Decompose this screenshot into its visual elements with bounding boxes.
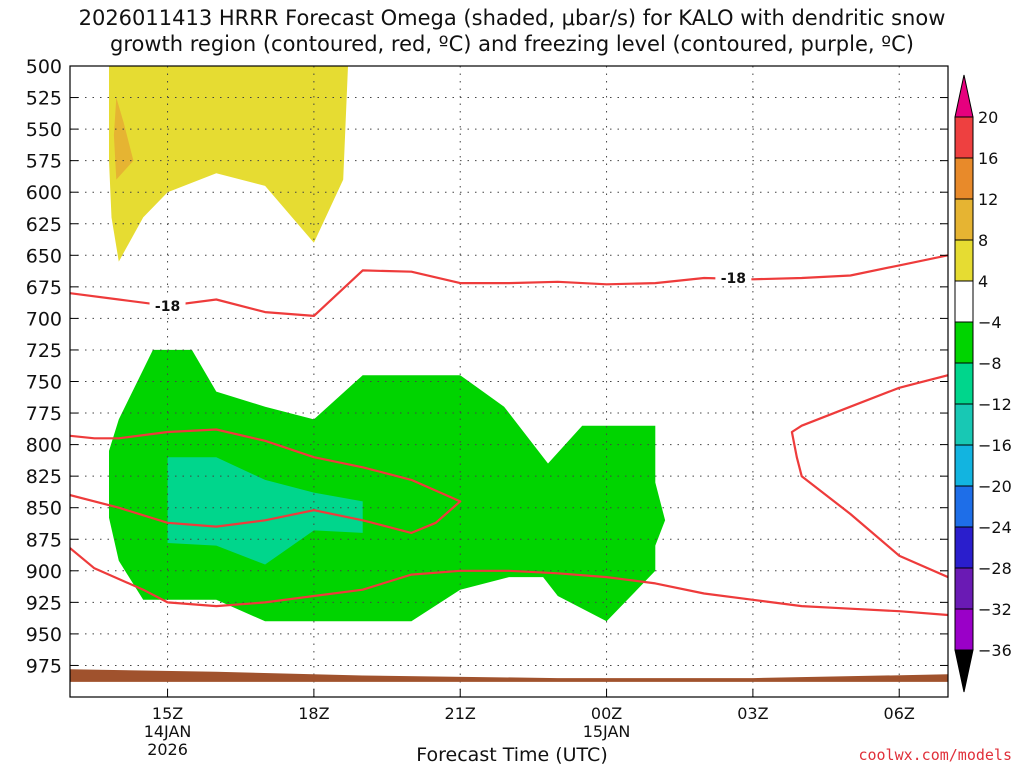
y-tick-label-625: 625 [26,214,62,236]
dgz-contour-1 [70,428,462,535]
y-tick-label-650: 650 [26,245,62,267]
contour-label-0: -18 [155,299,180,315]
omega-region-3 [167,457,363,565]
omega-region-0 [109,66,348,262]
y-tick-label-950: 950 [26,624,62,646]
colorbar-label-3: 8 [978,231,988,250]
y-tick-label-800: 800 [26,435,62,457]
colorbar-label-4: 4 [978,272,988,291]
colorbar-top-triangle [954,74,974,118]
colorbar-label-10: −24 [978,518,1012,537]
colorbar-label-13: −36 [978,641,1012,660]
chart-title-line-1: 2026011413 HRRR Forecast Omega (shaded, … [78,6,946,30]
colorbar-label-11: −28 [978,559,1012,578]
y-tick-label-550: 550 [26,119,62,141]
y-tick-label-500: 500 [26,56,62,78]
y-tick-label-700: 700 [26,308,62,330]
colorbar-bin-6 [954,362,974,405]
dgz-contour-2 [70,547,948,617]
y-tick-label-525: 525 [26,88,62,110]
contour-label-bg-repeat [715,269,752,286]
y-tick-label-725: 725 [26,340,62,362]
chart-title-line-2: growth region (contoured, red, ºC) and f… [110,32,914,56]
terrain-fill [70,669,948,682]
y-tick-label-600: 600 [26,182,62,204]
y-tick-label-750: 750 [26,372,62,394]
y-tick-label-675: 675 [26,277,62,299]
colorbar-bin-11 [954,567,974,610]
colorbar-bin-2 [954,198,974,241]
x-tick-sublabel-15Z: 14JAN [144,722,192,741]
colorbar-bin-5 [954,321,974,364]
dgz-contour-3 [790,374,948,579]
colorbar-label-2: 12 [978,190,998,209]
y-tick-label-975: 975 [26,655,62,677]
x-tick-label-21Z: 21Z [445,704,476,723]
colorbar-label-5: −4 [978,313,1002,332]
colorbar-label-9: −20 [978,477,1012,496]
y-tick-label-850: 850 [26,498,62,520]
colorbar-bin-8 [954,444,974,487]
colorbar-bottom-triangle [954,649,974,693]
y-tick-label-575: 575 [26,151,62,173]
colorbar-bin-12 [954,608,974,651]
y-tick-label-825: 825 [26,466,62,488]
y-tick-label-875: 875 [26,529,62,551]
colorbar-label-7: −12 [978,395,1012,414]
colorbar-bin-10 [954,526,974,569]
x-tick-label-15Z: 15Z [152,704,183,723]
colorbar-bin-9 [954,485,974,528]
omega-region-1 [113,97,134,180]
y-tick-label-900: 900 [26,561,62,583]
x-tick-sublabel-00Z: 15JAN [583,722,631,741]
contour-label-bg-0 [149,296,186,313]
x-tick-label-03Z: 03Z [737,704,768,723]
colorbar-bin-4 [954,280,974,323]
colorbar-label-1: 16 [978,149,998,168]
x-tick-label-00Z: 00Z [591,704,622,723]
x-tick-label-18Z: 18Z [298,704,329,723]
y-tick-label-925: 925 [26,592,62,614]
colorbar-label-6: −8 [978,354,1002,373]
colorbar-label-8: −16 [978,436,1012,455]
colorbar: 20 16 12 8 4 −4 −8 −12 −16 −20 −24 −28 −32 −36 [954,74,1012,693]
x-axis-title: Forecast Time (UTC) [416,744,608,766]
colorbar-label-12: −32 [978,600,1012,619]
colorbar-bin-0 [954,116,974,159]
grid-lines [70,66,948,697]
contour-label-repeat: -18 [721,271,746,287]
colorbar-bin-7 [954,403,974,446]
credit-text: coolwx.com/models [858,746,1012,764]
plot-area: -18 -18 [70,66,948,697]
y-tick-label-775: 775 [26,403,62,425]
colorbar-label-0: 20 [978,108,998,127]
dgz-contour-0 [70,254,948,317]
x-tick-label-06Z: 06Z [884,704,915,723]
colorbar-bin-3 [954,239,974,282]
colorbar-bin-1 [954,157,974,200]
x-tick-year-15Z: 2026 [147,740,188,759]
